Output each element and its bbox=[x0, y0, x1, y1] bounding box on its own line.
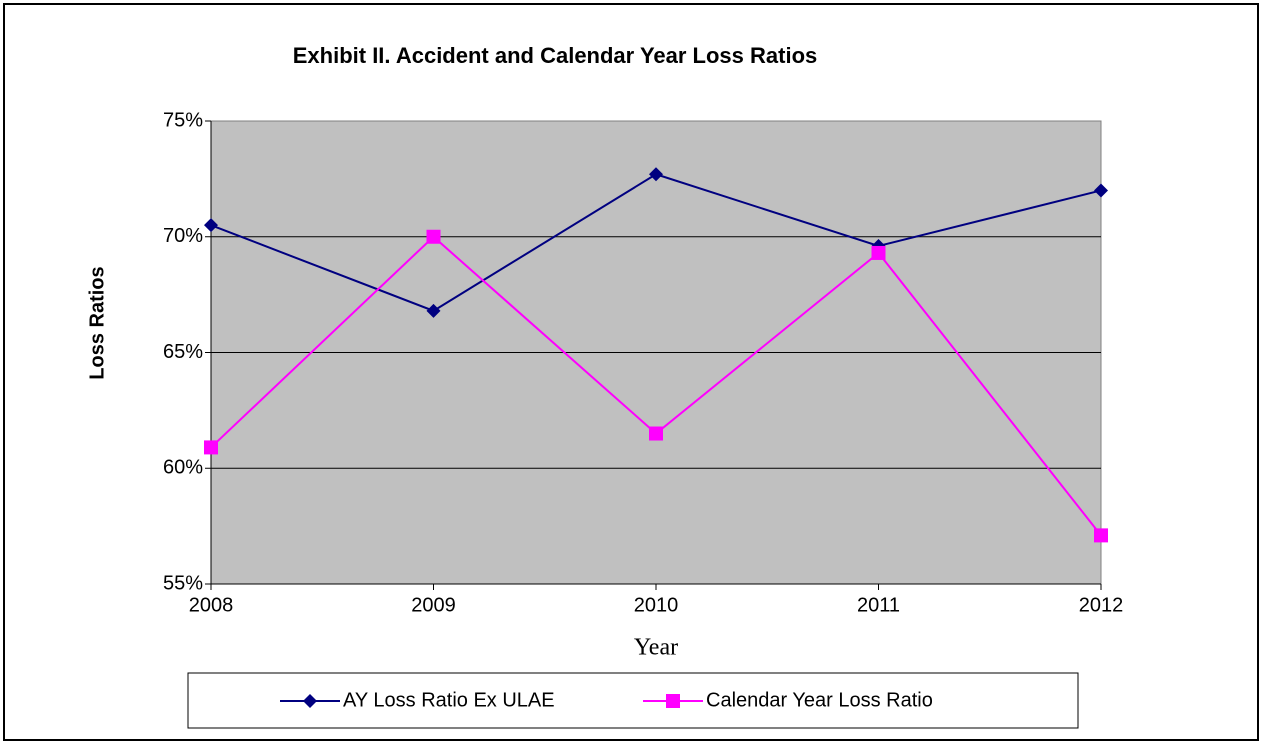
x-tick-label: 2011 bbox=[857, 594, 900, 616]
y-tick-label: 70% bbox=[163, 225, 203, 247]
point bbox=[303, 694, 317, 708]
y-tick-label: 75% bbox=[163, 109, 203, 131]
legend-label: Calendar Year Loss Ratio bbox=[706, 689, 933, 711]
point bbox=[204, 440, 218, 455]
x-tick-label: 2010 bbox=[634, 594, 679, 616]
y-axis-label: Loss Ratios bbox=[86, 266, 108, 379]
point bbox=[426, 229, 441, 244]
point bbox=[204, 218, 218, 233]
legend-label: AY Loss Ratio Ex ULAE bbox=[343, 689, 555, 711]
point bbox=[426, 303, 441, 318]
chart-title: Exhibit II. Accident and Calendar Year L… bbox=[293, 43, 818, 68]
point bbox=[666, 694, 680, 708]
x-axis-label: Year bbox=[634, 635, 678, 661]
y-tick-label: 60% bbox=[163, 457, 203, 479]
point bbox=[1094, 528, 1108, 543]
x-tick-label: 2009 bbox=[411, 594, 456, 616]
y-tick-label: 55% bbox=[163, 572, 203, 594]
x-tick-label: 2008 bbox=[189, 594, 234, 616]
point bbox=[649, 426, 663, 441]
point bbox=[649, 167, 663, 182]
x-tick-label: 2012 bbox=[1079, 594, 1124, 616]
point bbox=[1094, 183, 1108, 198]
point bbox=[871, 245, 886, 260]
y-tick-label: 65% bbox=[163, 341, 203, 363]
